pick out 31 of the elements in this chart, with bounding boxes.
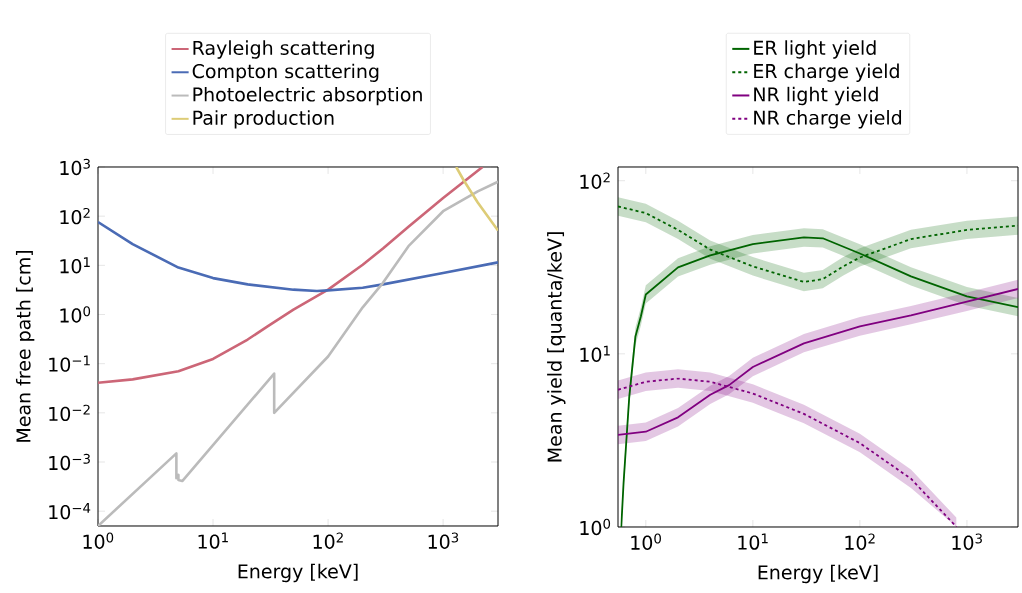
x-tick-label: 10$^{2}$ <box>845 533 875 550</box>
x-axis-title: Energy [keV] <box>238 563 358 583</box>
y-axis-title: Mean yield [quanta/keV] <box>547 232 566 462</box>
y-tick-label: 10$^{2}$ <box>580 172 610 189</box>
y-tick-label: 10$^{−4}$ <box>49 503 91 520</box>
x-tick-label: 10$^{0}$ <box>631 533 661 550</box>
x-tick-label: 10$^{0}$ <box>83 532 114 549</box>
legend-label: NR light yield <box>754 86 878 106</box>
x-tick-label: 10$^{1}$ <box>738 533 768 550</box>
legend-label: ER charge yield <box>754 63 899 82</box>
legend-label: Pair production <box>193 110 334 129</box>
y-tick-label: 10$^{0}$ <box>580 518 611 536</box>
x-tick-label: 10$^{3}$ <box>428 532 459 549</box>
y-tick-label: 10$^{−3}$ <box>49 453 90 471</box>
y-tick-label: 10$^{−1}$ <box>49 355 90 372</box>
y-tick-label: 10$^{1}$ <box>60 257 90 274</box>
legend-label: Photoelectric absorption <box>193 86 422 106</box>
y-tick-label: 10$^{3}$ <box>60 158 90 176</box>
x-axis-title: Energy [keV] <box>758 564 878 584</box>
y-tick-label: 10$^{2}$ <box>60 207 90 225</box>
x-tick-label: 10$^{1}$ <box>198 532 228 549</box>
y-tick-label: 10$^{−2}$ <box>49 404 90 422</box>
x-tick-label: 10$^{2}$ <box>313 532 343 549</box>
legend-label: Compton scattering <box>192 63 379 83</box>
y-axis-title: Mean free path [cm] <box>15 250 35 442</box>
legend-label: NR charge yield <box>754 110 902 129</box>
y-tick-label: 10$^{0}$ <box>60 306 91 323</box>
x-tick-label: 10$^{3}$ <box>952 533 982 550</box>
legend-label: Rayleigh scattering <box>193 40 374 59</box>
y-tick-label: 10$^{1}$ <box>580 345 610 362</box>
legend-label: ER light yield <box>754 40 876 59</box>
